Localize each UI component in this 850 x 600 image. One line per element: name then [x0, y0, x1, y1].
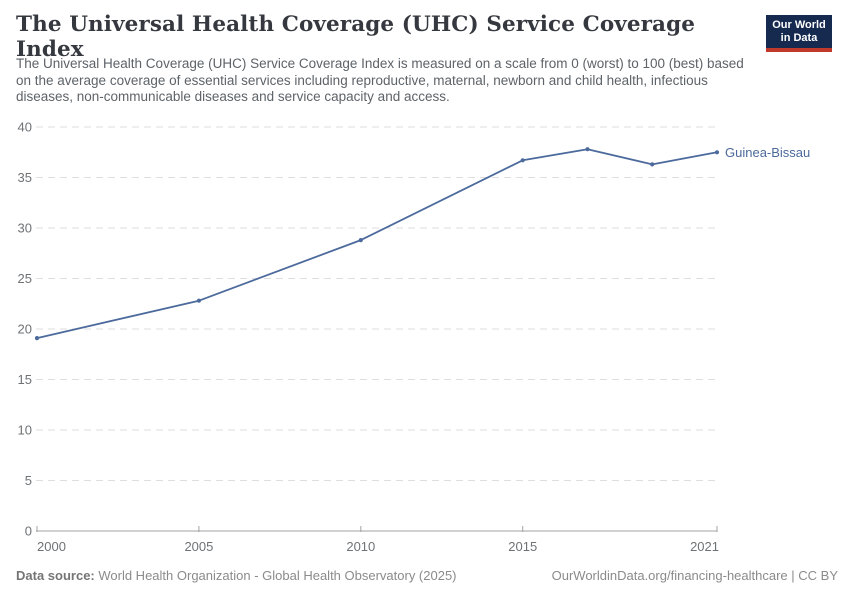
y-tick-label: 35	[18, 170, 32, 185]
y-tick-label: 5	[25, 473, 32, 488]
y-tick-label: 30	[18, 221, 32, 236]
data-point-marker[interactable]	[520, 158, 525, 163]
x-tick-label: 2015	[508, 539, 537, 554]
data-point-marker[interactable]	[196, 298, 201, 303]
line-chart-svg: 0 5 10 15 20 25 30 35 40 2000 2005 2010 2015 2021 Guin…	[18, 120, 811, 555]
data-point-marker[interactable]	[714, 150, 720, 155]
x-tick-label: 2005	[184, 539, 213, 554]
data-source-text: World Health Organization - Global Healt…	[94, 568, 457, 583]
owid-logo[interactable]: Our World in Data	[766, 15, 832, 52]
y-tick-label: 10	[18, 423, 32, 438]
data-point-marker[interactable]	[585, 147, 590, 152]
data-point-marker[interactable]	[34, 336, 40, 341]
owid-logo-text-line2: in Data	[780, 31, 818, 44]
y-tick-label: 15	[18, 372, 32, 387]
x-tick-label: 2010	[346, 539, 375, 554]
x-tick-label: 2021	[690, 539, 719, 554]
data-point-marker[interactable]	[650, 162, 655, 167]
y-tick-label: 20	[18, 322, 32, 337]
series-label-guinea-bissau[interactable]: Guinea-Bissau	[725, 145, 810, 160]
attribution-link[interactable]: OurWorldinData.org/financing-healthcare …	[551, 568, 838, 583]
chart-subtitle: The Universal Health Coverage (UHC) Serv…	[16, 56, 744, 104]
data-point-marker[interactable]	[358, 238, 363, 243]
x-tick-label: 2000	[37, 539, 66, 554]
chart-footer: Data source: World Health Organization -…	[16, 568, 838, 583]
data-source-note: Data source: World Health Organization -…	[16, 568, 457, 583]
owid-logo-text-line1: Our World	[772, 19, 826, 31]
y-tick-label: 0	[25, 524, 32, 539]
y-tick-label: 25	[18, 271, 32, 286]
data-source-label: Data source:	[16, 568, 95, 583]
y-tick-label: 40	[18, 120, 32, 135]
line-chart: 0 5 10 15 20 25 30 35 40 2000 2005 2010 2015 2021 Guin…	[0, 113, 850, 560]
chart-title: The Universal Health Coverage (UHC) Serv…	[16, 12, 695, 62]
